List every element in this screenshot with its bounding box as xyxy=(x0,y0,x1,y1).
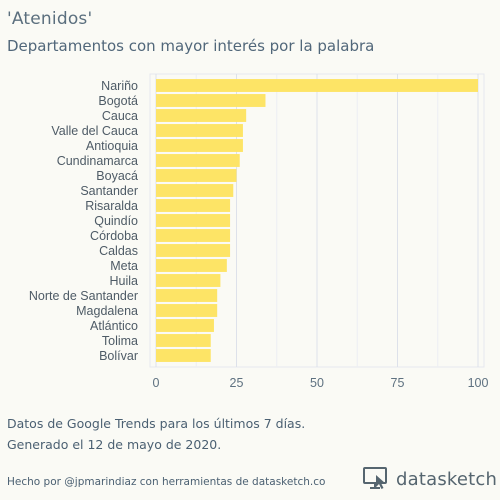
category-label: Magdalena xyxy=(76,304,138,318)
bar xyxy=(156,109,247,122)
x-tick-label: 50 xyxy=(310,376,324,390)
bar xyxy=(156,349,211,362)
bar xyxy=(156,184,234,197)
category-label: Bolívar xyxy=(99,349,138,363)
bar xyxy=(156,319,214,332)
bar xyxy=(156,79,478,92)
category-label: Valle del Cauca xyxy=(51,124,138,138)
category-label: Quindío xyxy=(94,214,138,228)
bar xyxy=(156,139,243,152)
x-tick-label: 75 xyxy=(391,376,405,390)
bar xyxy=(156,334,211,347)
caption-source: Datos de Google Trends para los últimos … xyxy=(7,416,306,431)
bar xyxy=(156,214,231,227)
x-tick-label: 0 xyxy=(153,376,160,390)
category-label: Nariño xyxy=(101,79,138,93)
brand-name: datasketch xyxy=(396,468,498,490)
category-label: Norte de Santander xyxy=(29,289,138,303)
bar xyxy=(156,199,231,212)
bar xyxy=(156,94,266,107)
category-label: Caldas xyxy=(99,244,138,258)
category-label: Boyacá xyxy=(96,169,138,183)
datasketch-logo-icon xyxy=(363,467,387,489)
category-label: Córdoba xyxy=(90,229,138,243)
x-tick-labels: 0 25 50 75 100 xyxy=(153,376,489,390)
x-tick-label: 100 xyxy=(468,376,489,390)
bars xyxy=(156,79,478,362)
category-label: Meta xyxy=(110,259,138,273)
category-label: Bogotá xyxy=(98,94,138,108)
caption-date: Generado el 12 de mayo de 2020. xyxy=(7,437,222,452)
credit-text: Hecho por @jpmarindiaz con herramientas … xyxy=(7,476,326,488)
category-label: Santander xyxy=(80,184,138,198)
bar xyxy=(156,124,243,137)
bar xyxy=(156,169,237,182)
bar xyxy=(156,289,218,302)
bar xyxy=(156,304,218,317)
category-label: Cundinamarca xyxy=(57,154,138,168)
category-label: Atlántico xyxy=(90,319,138,333)
chart-title: 'Atenidos' xyxy=(7,9,93,29)
category-label: Antioquia xyxy=(86,139,138,153)
chart-subtitle: Departamentos con mayor interés por la p… xyxy=(7,37,375,55)
brand-logo: datasketch xyxy=(362,466,497,492)
bar xyxy=(156,229,231,242)
bar xyxy=(156,259,227,272)
bar xyxy=(156,154,240,167)
bar xyxy=(156,274,221,287)
category-label: Cauca xyxy=(102,109,138,123)
bar xyxy=(156,244,231,257)
category-label: Risaralda xyxy=(85,199,138,213)
category-label: Huila xyxy=(110,274,139,288)
category-label: Tolima xyxy=(102,334,138,348)
x-tick-label: 25 xyxy=(230,376,244,390)
